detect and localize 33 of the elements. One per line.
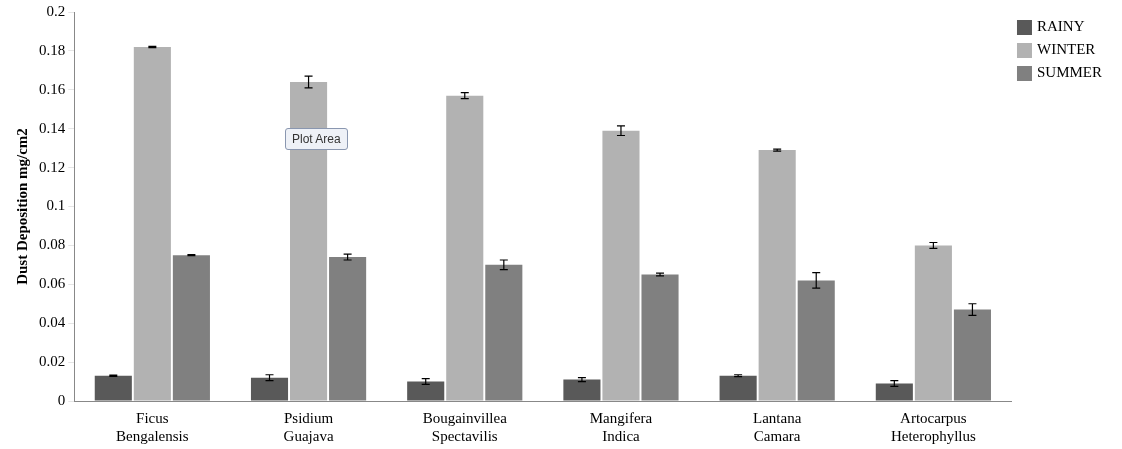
bar <box>914 245 952 401</box>
y-tick-label: 0.18 <box>39 41 66 58</box>
y-tick-label: 0.1 <box>46 197 66 214</box>
bar <box>563 379 601 401</box>
legend-label: WINTER <box>1036 41 1096 58</box>
y-tick-label: 0.12 <box>39 158 66 175</box>
y-axis-title: Dust Deposition mg/cm2 <box>13 128 30 285</box>
bar <box>446 95 484 401</box>
y-tick-label: 0.14 <box>39 119 66 136</box>
x-tick-label: Artocarpus Heterophyllus <box>890 409 977 444</box>
x-tick-label: Ficus Bengalensis <box>116 409 189 444</box>
bar <box>875 383 913 401</box>
bar <box>407 381 445 401</box>
legend-label: RAINY <box>1036 18 1085 35</box>
x-tick-label: Psidium Guajava <box>283 409 334 444</box>
x-tick-label: Mangifera Indica <box>589 409 653 444</box>
y-tick-label: 0.16 <box>39 80 66 97</box>
y-tick-label: 0.02 <box>39 353 66 370</box>
y-tick-label: 0.04 <box>39 314 66 331</box>
bar <box>719 375 757 401</box>
y-tick-label: 0 <box>57 391 66 408</box>
y-tick-label: 0.2 <box>46 2 66 19</box>
y-tick-label: 0.08 <box>39 236 66 253</box>
y-tick-label: 0.06 <box>39 275 66 292</box>
bar <box>133 47 171 401</box>
x-tick-label: Bougainvillea Spectavilis <box>422 409 508 444</box>
bar <box>758 150 796 401</box>
bar <box>250 377 289 401</box>
legend-label: SUMMER <box>1036 64 1103 81</box>
bar <box>602 130 640 401</box>
bar <box>94 375 132 401</box>
annotation: Plot Area <box>285 128 348 150</box>
x-tick-label: Lantana Camara <box>753 409 802 444</box>
